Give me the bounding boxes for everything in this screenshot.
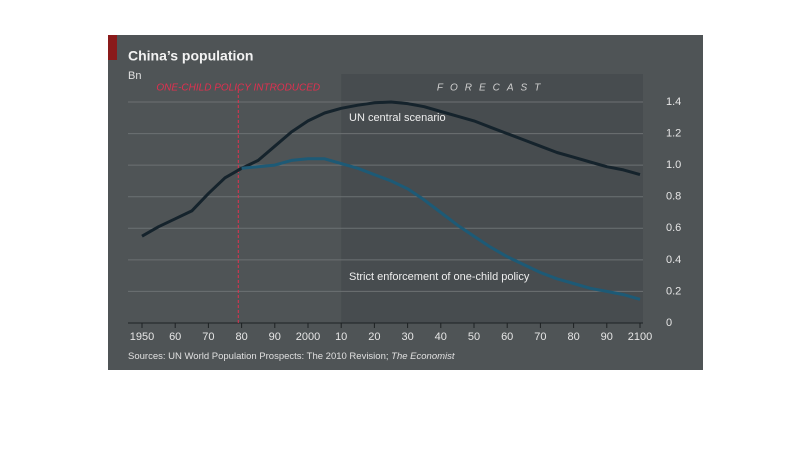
- x-tick-label: 10: [335, 331, 347, 343]
- series-line: [141, 100, 641, 238]
- series-line: [241, 157, 641, 301]
- source-publication: The Economist: [391, 351, 455, 362]
- forecast-label: FORECAST: [437, 83, 547, 94]
- brand-bar: [108, 35, 117, 60]
- x-tick-label: 70: [534, 331, 546, 343]
- x-tick-label: 20: [368, 331, 380, 343]
- x-tick-label: 60: [501, 331, 513, 343]
- x-tick-label: 90: [269, 331, 281, 343]
- series-label: Strict enforcement of one-child policy: [349, 271, 530, 283]
- x-tick-label: 2100: [628, 331, 652, 343]
- policy-label: ONE-CHILD POLICY INTRODUCED: [156, 83, 320, 94]
- plot-area: FORECAST 0 0.2 0.4 0.6 0.8 1.0 1.2 1.4 1950 60 70 80…: [128, 74, 681, 343]
- x-tick-label: 2000: [296, 331, 320, 343]
- x-tick-label: 60: [169, 331, 181, 343]
- x-tick-label: 90: [601, 331, 613, 343]
- x-tick-label: 80: [235, 331, 247, 343]
- y-tick-label: 1.4: [666, 96, 681, 108]
- x-tick-label: 40: [435, 331, 447, 343]
- source-text: Sources: UN World Population Prospects: …: [128, 351, 391, 362]
- y-tick-label: 0.2: [666, 285, 681, 297]
- y-tick-label: 0.4: [666, 254, 681, 266]
- x-tick-label: 1950: [130, 331, 154, 343]
- x-tick-label: 30: [401, 331, 413, 343]
- y-tick-label: 1.0: [666, 159, 681, 171]
- chart-title: China’s population: [128, 48, 253, 64]
- y-tick-label: 1.2: [666, 127, 681, 139]
- forecast-region: [341, 74, 643, 323]
- y-tick-label: 0.6: [666, 222, 681, 234]
- y-tick-label: 0.8: [666, 191, 681, 203]
- series-label: UN central scenario: [349, 112, 446, 124]
- source: Sources: UN World Population Prospects: …: [128, 351, 455, 362]
- x-tick-label: 50: [468, 331, 480, 343]
- y-axis-unit: Bn: [128, 70, 141, 82]
- x-tick-label: 80: [567, 331, 579, 343]
- x-tick-label: 70: [202, 331, 214, 343]
- y-tick-label: 0: [666, 317, 672, 329]
